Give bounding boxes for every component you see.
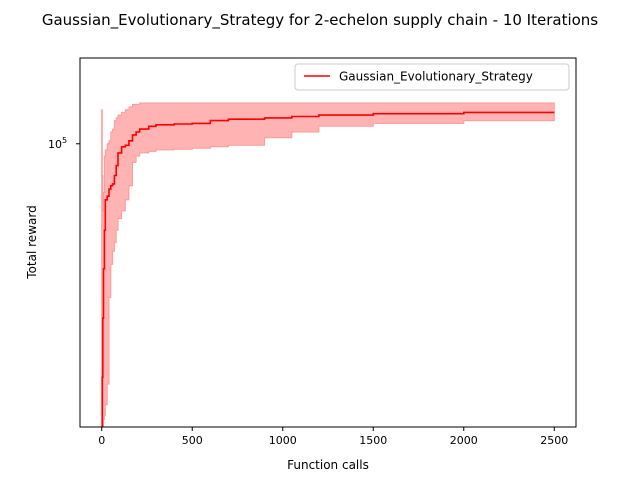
x-tick-label: 1000 [269, 434, 297, 447]
legend-box [294, 63, 570, 91]
x-tick-label: 0 [98, 434, 105, 447]
plot-area [101, 102, 555, 427]
x-axis-label: Function calls [287, 458, 369, 472]
series-line-0 [101, 111, 555, 427]
y-axis-label: Total reward [25, 205, 39, 279]
x-tick-label: 1500 [359, 434, 387, 447]
x-tick-label: 500 [182, 434, 203, 447]
confidence-band [101, 102, 555, 427]
y-axis: 105 [48, 136, 80, 151]
x-tick-label: 2500 [540, 434, 568, 447]
x-tick-label: 2000 [450, 434, 478, 447]
legend: Gaussian_Evolutionary_Strategy [294, 63, 570, 91]
y-tick-label: 105 [48, 136, 67, 151]
x-axis: 0 500 1000 1500 2000 2500 [98, 427, 568, 447]
legend-label: Gaussian_Evolutionary_Strategy [339, 70, 533, 84]
chart-title: Gaussian_Evolutionary_Strategy for 2-ech… [42, 11, 598, 30]
axes-frame [79, 57, 577, 428]
